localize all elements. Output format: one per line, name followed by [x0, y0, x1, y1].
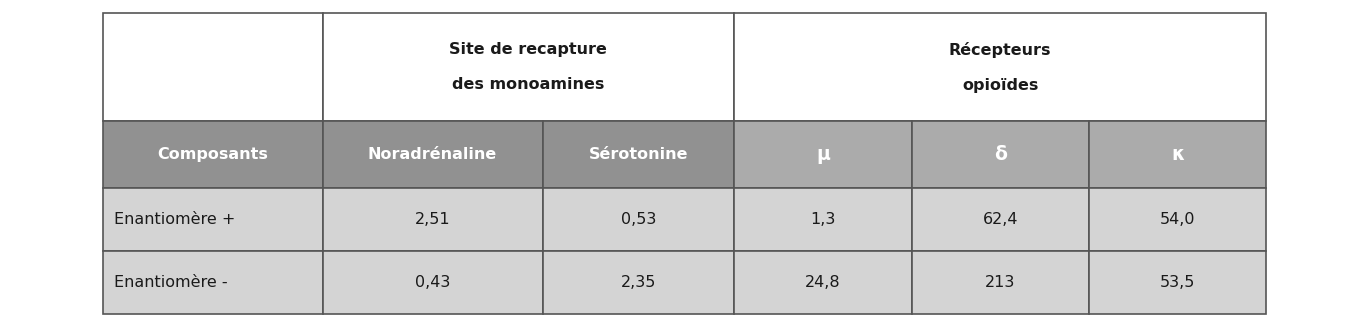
Bar [323, 13, 734, 121]
Bar [323, 251, 542, 314]
Text: 1,3: 1,3 [810, 212, 835, 227]
Bar [734, 188, 912, 251]
Bar [912, 121, 1088, 188]
Bar [103, 251, 323, 314]
Text: Site de recapture

des monoamines: Site de recapture des monoamines [449, 42, 608, 92]
Bar [734, 251, 912, 314]
Bar [542, 188, 734, 251]
Bar [542, 251, 734, 314]
Bar [1088, 188, 1266, 251]
Bar [1088, 251, 1266, 314]
Bar [103, 13, 323, 121]
Text: 62,4: 62,4 [983, 212, 1019, 227]
Text: Récepteurs

opioïdes: Récepteurs opioïdes [949, 42, 1051, 93]
Bar [103, 121, 323, 188]
Bar [323, 188, 542, 251]
Bar [912, 188, 1088, 251]
Bar [734, 121, 912, 188]
Bar [103, 188, 323, 251]
Text: 0,43: 0,43 [415, 275, 450, 290]
Text: 0,53: 0,53 [620, 212, 656, 227]
Text: μ: μ [816, 145, 830, 164]
Text: Enantiomère -: Enantiomère - [114, 275, 227, 290]
Bar [1088, 121, 1266, 188]
Bar [734, 13, 1266, 121]
Text: 2,51: 2,51 [415, 212, 450, 227]
Text: κ: κ [1170, 145, 1184, 164]
Text: 53,5: 53,5 [1160, 275, 1195, 290]
Bar [542, 121, 734, 188]
Text: 24,8: 24,8 [805, 275, 841, 290]
Text: 2,35: 2,35 [620, 275, 656, 290]
Text: Composants: Composants [157, 147, 268, 162]
Text: Enantiomère +: Enantiomère + [114, 212, 235, 227]
Text: Noradrénaline: Noradrénaline [368, 147, 497, 162]
Text: δ: δ [994, 145, 1006, 164]
Bar [912, 251, 1088, 314]
Bar [323, 121, 542, 188]
Text: 54,0: 54,0 [1160, 212, 1195, 227]
Text: 213: 213 [986, 275, 1016, 290]
Text: Sérotonine: Sérotonine [589, 147, 689, 162]
